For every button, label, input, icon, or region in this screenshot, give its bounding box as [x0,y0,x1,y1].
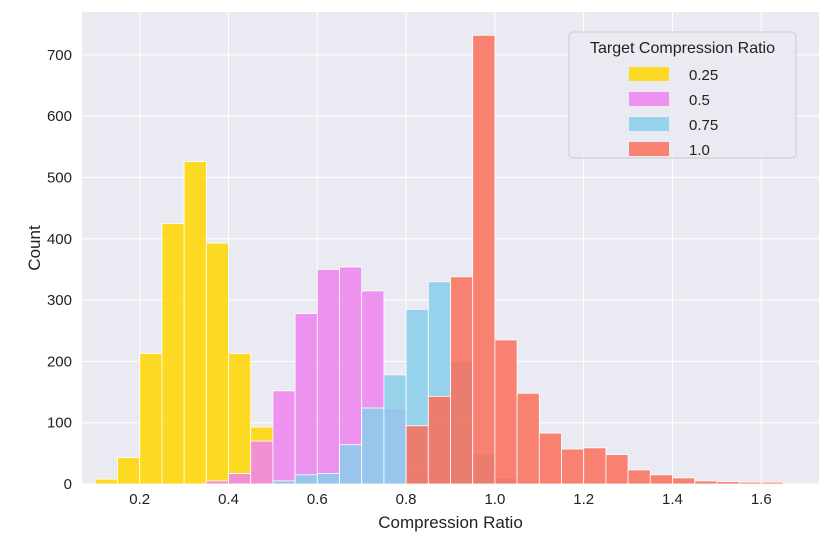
y-tick-label: 200 [47,353,72,370]
legend-label: 0.75 [689,117,718,134]
histogram-bar [228,353,252,485]
histogram-bar [583,447,607,485]
legend-swatch [629,67,669,81]
y-tick-label: 0 [64,476,72,493]
y-axis-label: Count [25,225,44,271]
legend-label: 0.5 [689,92,710,109]
histogram-bar [316,473,340,485]
histogram-bar [472,34,496,485]
legend-label: 0.25 [689,67,718,84]
y-tick-label: 400 [47,231,72,248]
legend: Target Compression Ratio 0.25 0.5 0.75 1.0 [568,31,797,159]
histogram-bar [516,392,540,485]
histogram-bar [716,481,740,485]
y-tick-label: 700 [47,47,72,64]
x-tick-label: 0.2 [129,491,150,508]
histogram-bar [649,474,673,485]
x-axis-ticks: 0.2 0.4 0.6 0.8 1.0 1.2 1.4 1.6 [129,491,771,508]
histogram-bar [627,469,651,485]
bars-layer [94,34,784,485]
series-1-0-bars [405,34,784,485]
x-tick-label: 1.6 [751,491,772,508]
histogram-bar [316,269,340,485]
legend-swatch [629,142,669,156]
histogram-bar [339,444,363,485]
legend-items: 0.25 0.5 0.75 1.0 [629,67,718,159]
x-tick-label: 0.8 [396,491,417,508]
y-tick-label: 300 [47,292,72,309]
histogram-bar [117,457,141,485]
histogram-bar [672,477,696,485]
histogram-bar [361,407,385,485]
x-tick-label: 0.4 [218,491,239,508]
histogram-bar [205,480,229,485]
x-tick-label: 1.4 [662,491,683,508]
histogram-bar [427,395,451,485]
histogram-bar [383,374,407,485]
legend-swatch [629,117,669,131]
histogram-bar [161,223,185,485]
histogram-bar [561,448,585,485]
histogram-bar [294,313,318,485]
y-axis-ticks: 0 100 200 300 400 500 600 700 [47,47,72,493]
histogram-bar [205,242,229,485]
legend-label: 1.0 [689,142,710,159]
histogram-bar [94,478,118,485]
histogram-bar [694,480,718,485]
x-tick-label: 1.2 [573,491,594,508]
y-tick-label: 500 [47,170,72,187]
histogram-bar [738,481,762,485]
x-tick-label: 1.0 [484,491,505,508]
histogram-bar [760,481,784,485]
histogram-bar [183,161,207,485]
x-tick-label: 0.6 [307,491,328,508]
histogram-bar [450,276,474,485]
legend-swatch [629,92,669,106]
histogram-bar [494,339,518,485]
histogram-bar [605,454,629,485]
histogram-bar [405,425,429,485]
histogram-bar [294,474,318,485]
legend-title: Target Compression Ratio [590,40,775,57]
x-axis-label: Compression Ratio [378,513,523,532]
histogram-bar [139,353,163,485]
histogram-bar [272,390,296,485]
y-tick-label: 100 [47,415,72,432]
histogram-bar [250,440,274,485]
histogram-bar [272,480,296,485]
histogram-bar [538,432,562,485]
y-tick-label: 600 [47,108,72,125]
histogram-bar [228,473,252,485]
legend-box [568,31,797,159]
